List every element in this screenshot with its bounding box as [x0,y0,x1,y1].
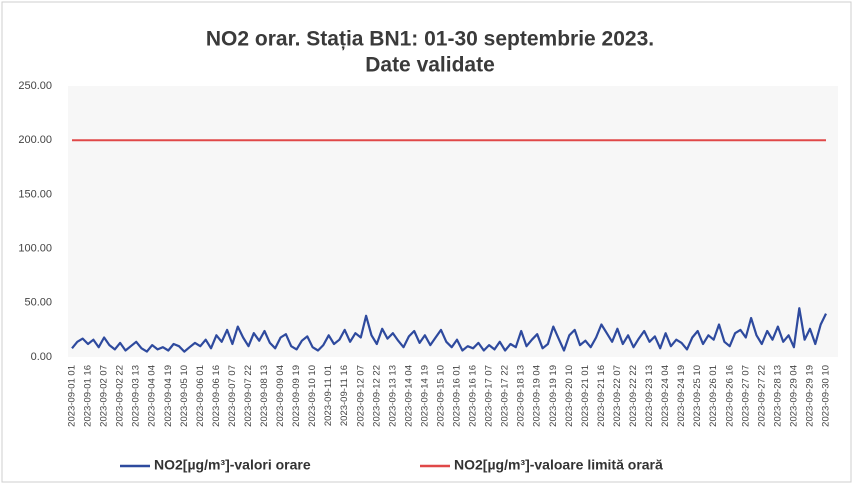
x-tick-label: 2023-09-23 13 [644,365,655,427]
x-tick-label: 2023-09-20 10 [564,365,575,427]
x-tick-label: 2023-09-21 01 [580,365,591,427]
x-tick-label: 2023-09-27 22 [756,365,767,427]
x-tick-label: 2023-09-22 22 [628,365,639,427]
x-tick-label: 2023-09-11 16 [339,365,350,426]
plot-area [68,86,838,357]
y-tick-label: 0.00 [31,351,52,363]
x-tick-label: 2023-09-03 13 [131,365,142,427]
x-tick-label: 2023-09-14 19 [419,365,430,427]
y-tick-label: 100.00 [18,243,52,255]
legend-label: NO2[µg/m³]-valoare limită orară [454,457,663,473]
x-tick-label: 2023-09-17 22 [500,365,511,427]
x-tick-label: 2023-09-29 19 [804,365,815,427]
x-tick-label: 2023-09-17 07 [484,365,495,427]
x-tick-label: 2023-09-16 16 [468,365,479,427]
x-tick-label: 2023-09-11 01 [323,365,334,426]
y-tick-label: 200.00 [18,134,52,146]
x-tick-label: 2023-09-08 13 [259,365,270,427]
x-tick-label: 2023-09-02 22 [115,365,126,427]
x-tick-label: 2023-09-01 01 [67,365,78,427]
x-tick-label: 2023-09-24 19 [676,365,687,427]
x-tick-label: 2023-09-12 22 [371,365,382,427]
x-tick-label: 2023-09-14 04 [403,365,414,427]
x-tick-label: 2023-09-07 07 [227,365,238,427]
chart-title: NO2 orar. Stația BN1: 01-30 septembrie 2… [206,28,654,51]
x-tick-label: 2023-09-06 16 [211,365,222,427]
x-tick-label: 2023-09-04 19 [163,365,174,427]
y-tick-label: 50.00 [24,297,52,309]
chart-subtitle: Date validate [365,54,495,77]
x-tick-label: 2023-09-27 07 [740,365,751,427]
x-tick-label: 2023-09-12 07 [355,365,366,427]
legend-label: NO2[µg/m³]-valori orare [154,457,311,473]
x-tick-label: 2023-09-10 10 [307,365,318,427]
x-tick-label: 2023-09-25 10 [692,365,703,427]
x-tick-label: 2023-09-26 16 [724,365,735,427]
x-tick-label: 2023-09-04 04 [147,365,158,427]
x-tick-label: 2023-09-16 01 [452,365,463,427]
y-tick-label: 150.00 [18,188,52,200]
series-line [71,307,827,353]
x-tick-label: 2023-09-30 10 [821,365,832,427]
x-tick-label: 2023-09-19 19 [548,365,559,427]
x-tick-label: 2023-09-19 04 [532,365,543,427]
x-tick-label: 2023-09-26 01 [708,365,719,427]
x-tick-label: 2023-09-15 10 [435,365,446,427]
x-tick-label: 2023-09-18 13 [516,365,527,427]
x-tick-label: 2023-09-22 07 [612,365,623,427]
x-tick-label: 2023-09-28 13 [772,365,783,427]
x-tick-label: 2023-09-06 01 [195,365,206,427]
x-tick-label: 2023-09-05 10 [179,365,190,427]
x-tick-label: 2023-09-21 16 [596,365,607,427]
x-tick-label: 2023-09-01 16 [83,365,94,427]
y-tick-label: 250.00 [18,80,52,92]
x-tick-label: 2023-09-09 04 [275,365,286,427]
x-tick-label: 2023-09-29 04 [788,365,799,427]
x-tick-label: 2023-09-09 19 [291,365,302,427]
x-tick-label: 2023-09-02 07 [99,365,110,427]
x-tick-label: 2023-09-13 13 [387,365,398,427]
x-tick-label: 2023-09-07 22 [243,365,254,427]
x-tick-label: 2023-09-24 04 [660,365,671,427]
